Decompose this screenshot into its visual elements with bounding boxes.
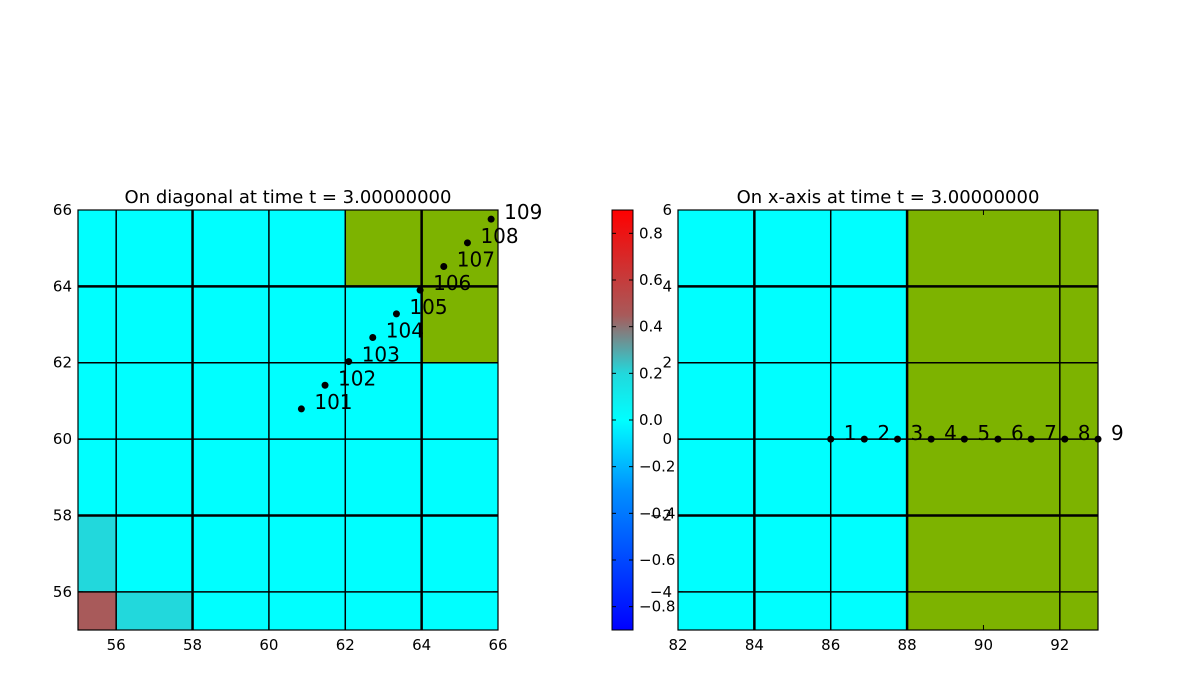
x-axis-y-tick-label: 6 <box>662 201 672 219</box>
diagonal-point-label: 102 <box>338 366 376 390</box>
diagonal-data-point <box>416 286 424 294</box>
diagonal-y-tick-label: 64 <box>53 277 72 295</box>
diagonal-point-label: 109 <box>504 200 542 224</box>
x-axis-data-point <box>860 435 868 443</box>
diagonal-data-point <box>297 405 305 413</box>
x-axis-y-tick-label: −4 <box>650 583 672 601</box>
colorbar-tick-label: −0.6 <box>639 551 675 569</box>
diagonal-cell <box>421 286 498 363</box>
x-axis-axes-frame <box>677 209 1099 631</box>
diagonal-x-tick-label: 64 <box>412 636 431 654</box>
x-axis-point-label: 3 <box>911 421 924 445</box>
colorbar-tick-label: 0.4 <box>639 318 663 336</box>
diagonal-data-point <box>463 239 471 247</box>
diagonal-y-tick-label: 66 <box>53 201 72 219</box>
x-axis-x-tick-label: 90 <box>974 636 993 654</box>
x-axis-data-point <box>960 435 968 443</box>
diagonal-data-point <box>345 358 353 366</box>
x-axis-cell <box>907 210 1098 630</box>
diagonal-panel: On diagonal at time t = 3.00000000 56 58 6… <box>53 187 542 654</box>
diagonal-plot-area: 56 58 60 62 64 665658606264661011021031041051… <box>53 200 542 654</box>
diagonal-data-point <box>392 310 400 318</box>
diagonal-point-label: 105 <box>409 295 447 319</box>
x-axis-point-label: 2 <box>877 421 890 445</box>
x-axis-point-label: 6 <box>1011 421 1024 445</box>
diagonal-y-tick-label: 56 <box>53 583 72 601</box>
diagonal-axes-frame <box>77 209 499 631</box>
colorbar-tick-label: −0.4 <box>639 504 675 522</box>
x-axis-panel: On x-axis at time t = 3.00000000 82 84 86 8… <box>650 187 1124 654</box>
diagonal-cell <box>78 591 117 630</box>
x-axis-data-point <box>894 435 902 443</box>
diagonal-point-label: 106 <box>433 271 471 295</box>
colorbar-tick-label: 0.8 <box>639 224 663 242</box>
x-axis-y-tick-label: −2 <box>650 506 672 524</box>
x-axis-point-label: 8 <box>1078 421 1091 445</box>
x-axis-data-point <box>927 435 935 443</box>
diagonal-y-tick-label: 58 <box>53 506 72 524</box>
diagonal-cell <box>116 591 193 630</box>
diagonal-panel-title: On diagonal at time t = 3.00000000 <box>125 187 452 208</box>
colorbar-tick-label: −0.8 <box>639 598 675 616</box>
diagonal-data-point <box>321 381 329 389</box>
x-axis-x-tick-label: 86 <box>821 636 840 654</box>
diagonal-point-label: 103 <box>362 343 400 367</box>
x-axis-data-point <box>1061 435 1069 443</box>
x-axis-x-tick-label: 84 <box>745 636 764 654</box>
x-axis-y-tick-label: 0 <box>662 430 672 448</box>
colorbar-tick-label: 0.6 <box>639 271 663 289</box>
x-axis-data-point <box>827 435 835 443</box>
colorbar-tick-label: −0.2 <box>639 458 675 476</box>
diagonal-x-tick-label: 62 <box>336 636 355 654</box>
x-axis-point-label: 7 <box>1044 421 1057 445</box>
x-axis-point-label: 5 <box>977 421 990 445</box>
x-axis-panel-title: On x-axis at time t = 3.00000000 <box>737 187 1040 208</box>
x-axis-y-tick-label: 2 <box>662 354 672 372</box>
x-axis-y-tick-label: 4 <box>662 277 672 295</box>
x-axis-x-tick-label: 82 <box>668 636 687 654</box>
x-axis-point-label: 1 <box>844 421 857 445</box>
diagonal-point-label: 104 <box>386 319 424 343</box>
diagonal-x-tick-label: 58 <box>183 636 202 654</box>
diagonal-x-tick-label: 66 <box>488 636 507 654</box>
x-axis-data-point <box>1027 435 1035 443</box>
colorbar: 0.8 0.6 0.4 0.2 0.0 −0.2 −0.4 −0.6 −0.8 <box>611 209 675 631</box>
x-axis-x-tick-label: 88 <box>898 636 917 654</box>
diagonal-point-label: 101 <box>314 390 352 414</box>
diagonal-data-point <box>487 215 495 223</box>
diagonal-data-point <box>369 334 377 342</box>
diagonal-data-point <box>440 263 448 271</box>
x-axis-point-label: 4 <box>944 421 957 445</box>
diagonal-point-label: 107 <box>457 248 495 272</box>
diagonal-point-label: 108 <box>480 224 518 248</box>
colorbar-tick-label: 0.2 <box>639 364 663 382</box>
diagonal-x-tick-label: 56 <box>107 636 126 654</box>
diagonal-x-tick-label: 60 <box>259 636 278 654</box>
diagonal-y-tick-label: 60 <box>53 430 72 448</box>
x-axis-data-point <box>994 435 1002 443</box>
diagonal-cell <box>78 515 117 592</box>
x-axis-point-label: 9 <box>1111 421 1124 445</box>
colorbar-tick-label: 0.0 <box>639 411 663 429</box>
x-axis-x-tick-label: 92 <box>1050 636 1069 654</box>
x-axis-data-point <box>1094 435 1102 443</box>
diagonal-y-tick-label: 62 <box>53 354 72 372</box>
